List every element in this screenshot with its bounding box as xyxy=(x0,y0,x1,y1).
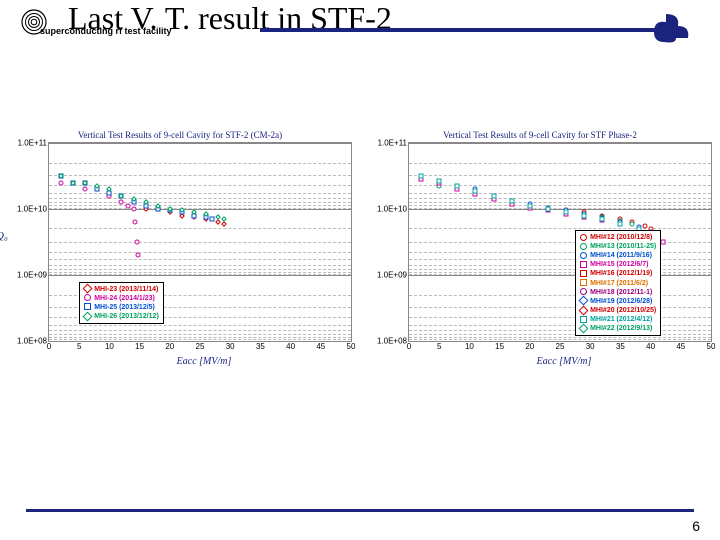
data-point xyxy=(134,240,139,245)
data-point xyxy=(419,173,424,178)
data-point xyxy=(221,216,227,222)
data-point xyxy=(125,203,130,208)
x-axis-title-right: Eacc [MV/m] xyxy=(408,356,720,367)
legend-item: MHI-26 (2013/12/12) xyxy=(84,312,159,321)
legend-item: MHI#15 (2012/6/7) xyxy=(580,260,656,269)
stf-logo-icon xyxy=(652,12,702,44)
slide-header: Last V. T. result in STF-2 superconducti… xyxy=(0,0,720,50)
legend-item: MHI#21 (2012/4/12) xyxy=(580,315,656,324)
chart-legend: MHI-23 (2013/11/14)MHI-24 (2014/1/23)MHI… xyxy=(79,282,164,324)
data-point xyxy=(83,187,88,192)
header-divider xyxy=(260,28,660,32)
slide-subtitle: superconducting rf test facility xyxy=(40,26,172,36)
page-number: 6 xyxy=(692,518,700,534)
data-point xyxy=(437,179,442,184)
legend-item: MHI#19 (2012/6/28) xyxy=(580,297,656,306)
legend-item: MHI-23 (2013/11/14) xyxy=(84,285,159,294)
legend-item: MHI#16 (2012/1/19) xyxy=(580,269,656,278)
chart-right-title: Vertical Test Results of 9-cell Cavity f… xyxy=(360,130,720,140)
data-point xyxy=(119,200,124,205)
data-point xyxy=(455,183,460,188)
data-point xyxy=(210,216,215,221)
data-point xyxy=(509,199,514,204)
data-point xyxy=(491,193,496,198)
data-point xyxy=(131,206,136,211)
chart-left-plot: 1.0E+081.0E+091.0E+101.0E+11051015202530… xyxy=(48,142,352,342)
charts-container: Vertical Test Results of 9-cell Cavity f… xyxy=(0,130,720,360)
legend-item: MHI#20 (2012/10/25) xyxy=(580,306,656,315)
legend-item: MHI#14 (2011/9/16) xyxy=(580,251,656,260)
chart-legend: MHI#12 (2010/12/8)MHI#13 (2010/11-25)MHI… xyxy=(575,230,661,336)
data-point xyxy=(545,206,550,211)
data-point xyxy=(215,219,221,225)
data-point xyxy=(59,180,64,185)
data-point xyxy=(564,210,569,215)
data-point xyxy=(133,220,138,225)
legend-item: MHI#22 (2012/9/13) xyxy=(580,324,656,333)
data-point xyxy=(135,253,140,258)
footer-divider xyxy=(26,509,694,512)
legend-item: MHI-25 (2013/12/5) xyxy=(84,303,159,312)
data-point xyxy=(618,221,623,226)
chart-right-plot: 1.0E+081.0E+091.0E+101.0E+11051015202530… xyxy=(408,142,712,342)
chart-right: Vertical Test Results of 9-cell Cavity f… xyxy=(360,130,720,360)
chart-left: Vertical Test Results of 9-cell Cavity f… xyxy=(0,130,360,360)
x-axis-title-left: Eacc [MV/m] xyxy=(48,356,360,367)
data-point xyxy=(630,221,635,226)
data-point xyxy=(642,223,647,228)
legend-item: MHI-24 (2014/1/23) xyxy=(84,294,159,303)
legend-item: MHI#17 (2011/6/2) xyxy=(580,279,656,288)
legend-item: MHI#18 (2012/11-1) xyxy=(580,288,656,297)
legend-item: MHI#13 (2010/11-25) xyxy=(580,242,656,251)
legend-item: MHI#12 (2010/12/8) xyxy=(580,233,656,242)
data-point xyxy=(527,203,532,208)
data-point xyxy=(473,188,478,193)
data-point xyxy=(582,213,587,218)
data-point xyxy=(600,216,605,221)
chart-left-title: Vertical Test Results of 9-cell Cavity f… xyxy=(0,130,360,140)
